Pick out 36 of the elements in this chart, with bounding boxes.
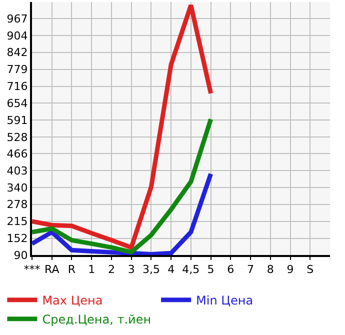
x-tick-label: 6 [227,263,234,276]
y-tick-label: 340 [6,181,28,194]
y-tick-label: 528 [6,130,28,144]
legend-label: Сред.Цена, т.йен [42,312,152,327]
y-tick-label: 215 [6,215,28,228]
x-tick-label: 3,5 [142,263,160,276]
x-tick-label: 5 [207,263,214,276]
legend-label: Min Цена [196,294,254,308]
line-series [32,172,214,255]
y-tick-label: 90 [14,248,28,262]
x-tick-label: 8 [266,263,274,276]
x-tick-label: 4,5 [182,263,200,276]
y-tick-label: 403 [6,164,28,178]
y-tick-label: 842 [6,46,28,60]
x-tick-label: 3 [128,263,135,276]
legend-label: Max Цена [42,294,103,308]
y-tick-label: 278 [6,198,28,212]
y-tick-label: 591 [6,114,28,127]
x-tick-label: S [306,263,314,276]
y-tick-label: 654 [6,96,28,110]
y-tick-label: 466 [6,148,28,161]
line-series [32,116,214,254]
y-tick-label: 904 [6,30,28,43]
x-tick-label: 4 [168,263,175,276]
y-tick-label: 716 [6,80,28,94]
x-tick-label: *** [24,263,41,276]
x-tick-label: RA [44,263,60,276]
x-tick-label: 1 [88,263,96,276]
line-series [32,2,214,250]
y-tick-label: 967 [6,12,28,26]
x-tick-label: 9 [286,263,294,276]
y-tick-label: 779 [6,63,28,76]
x-tick-label: 2 [108,263,115,276]
x-tick-label: 7 [247,263,254,276]
y-tick-label: 152 [6,232,28,246]
x-tick-label: R [68,263,76,276]
